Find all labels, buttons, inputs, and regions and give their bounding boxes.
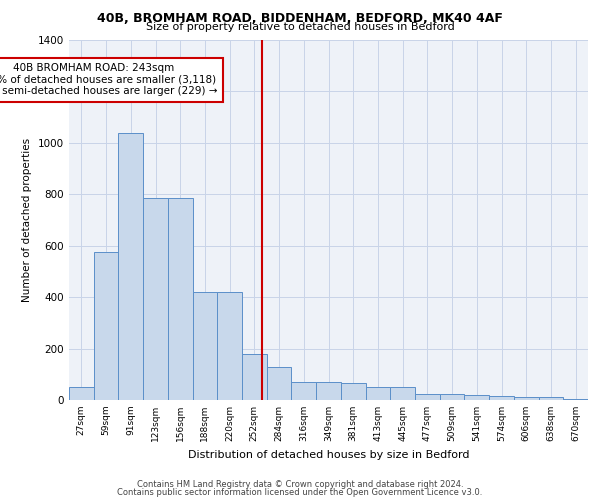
Bar	[118, 132, 143, 400]
Bar	[341, 384, 365, 400]
Text: 40B, BROMHAM ROAD, BIDDENHAM, BEDFORD, MK40 4AF: 40B, BROMHAM ROAD, BIDDENHAM, BEDFORD, M…	[97, 12, 503, 26]
Bar	[242, 354, 267, 400]
Bar	[292, 382, 316, 400]
X-axis label: Distribution of detached houses by size in Bedford: Distribution of detached houses by size …	[188, 450, 469, 460]
Bar	[316, 382, 341, 400]
Bar	[415, 394, 440, 400]
Bar	[563, 398, 588, 400]
Text: Contains HM Land Registry data © Crown copyright and database right 2024.: Contains HM Land Registry data © Crown c…	[137, 480, 463, 489]
Bar	[143, 198, 168, 400]
Text: 40B BROMHAM ROAD: 243sqm
← 93% of detached houses are smaller (3,118)
7% of semi: 40B BROMHAM ROAD: 243sqm ← 93% of detach…	[0, 63, 218, 96]
Y-axis label: Number of detached properties: Number of detached properties	[22, 138, 32, 302]
Text: Size of property relative to detached houses in Bedford: Size of property relative to detached ho…	[146, 22, 454, 32]
Bar	[539, 398, 563, 400]
Text: Contains public sector information licensed under the Open Government Licence v3: Contains public sector information licen…	[118, 488, 482, 497]
Bar	[94, 252, 118, 400]
Bar	[365, 387, 390, 400]
Bar	[217, 292, 242, 400]
Bar	[69, 387, 94, 400]
Bar	[440, 394, 464, 400]
Bar	[193, 292, 217, 400]
Bar	[464, 395, 489, 400]
Bar	[390, 387, 415, 400]
Bar	[168, 198, 193, 400]
Bar	[514, 398, 539, 400]
Bar	[489, 396, 514, 400]
Bar	[267, 366, 292, 400]
